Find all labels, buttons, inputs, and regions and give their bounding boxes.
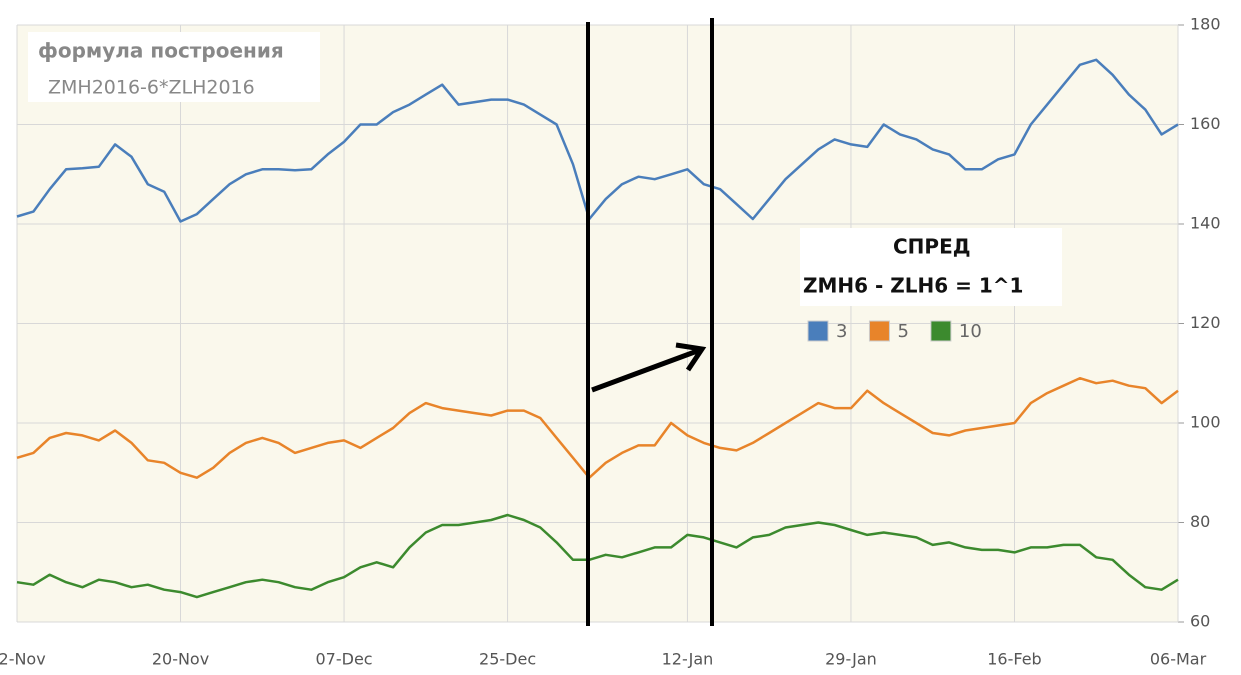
y-tick-label: 160 (1190, 114, 1221, 133)
y-tick-label: 60 (1190, 612, 1210, 631)
formula-box (28, 32, 320, 102)
grid (16, 24, 1184, 623)
legend-label: 5 (897, 321, 908, 342)
x-tick-label: 20-Nov (152, 650, 209, 669)
y-tick-label: 180 (1190, 15, 1221, 34)
lines (16, 58, 1179, 599)
spread-box (800, 228, 1062, 306)
x-tick-label: 07-Dec (315, 650, 372, 669)
y-tick-label: 120 (1190, 313, 1221, 332)
legend-label: 10 (959, 321, 982, 342)
legend-swatch (868, 320, 890, 342)
y-tick-label: 100 (1190, 413, 1221, 432)
y-tick-label: 140 (1190, 214, 1221, 233)
x-tick-label: 29-Jan (825, 650, 877, 669)
series-line (16, 513, 1179, 599)
annotation: СПРЕД (893, 235, 971, 259)
annotation: ZMH2016-6*ZLH2016 (48, 77, 255, 99)
x-tick-label: 25-Dec (479, 650, 536, 669)
legend-swatch (930, 320, 952, 342)
series-line (16, 58, 1179, 223)
x-tick-label: 02-Nov (0, 650, 46, 669)
hand-arrow (591, 342, 707, 393)
series-line (16, 376, 1179, 479)
x-tick-label: 06-Mar (1150, 650, 1207, 669)
legend-label: 3 (836, 321, 847, 342)
x-tick-label: 12-Jan (662, 650, 714, 669)
legend-swatch (807, 320, 829, 342)
annotation: ZMH6 - ZLH6 = 1^1 (803, 274, 1023, 298)
legend: 3 5 10 (807, 320, 982, 342)
y-tick-label: 80 (1190, 512, 1210, 531)
x-tick-label: 16-Feb (987, 650, 1041, 669)
annotation: формула построения (38, 39, 284, 63)
